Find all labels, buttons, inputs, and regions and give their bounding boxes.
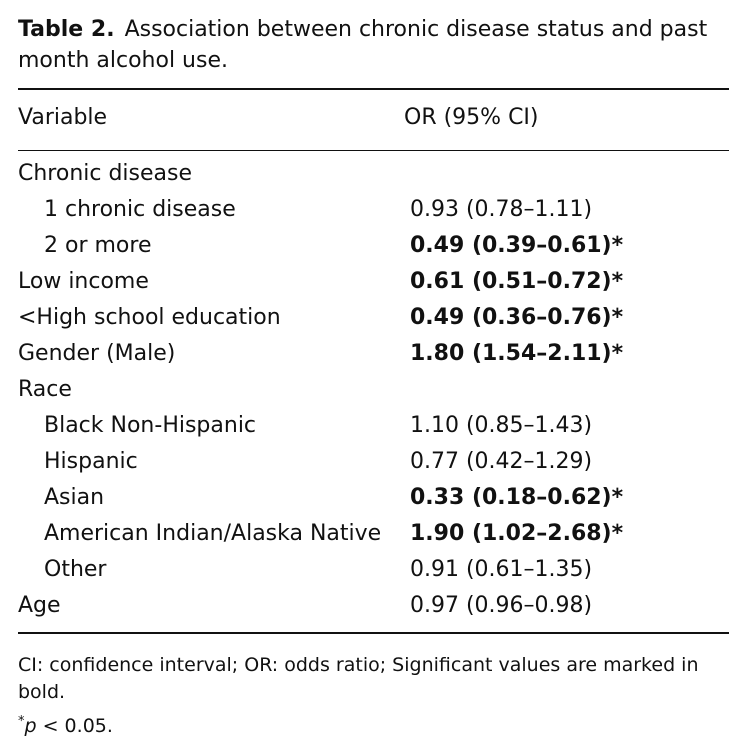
row-variable: 2 or more <box>44 233 152 258</box>
row-variable: Chronic disease <box>18 161 193 186</box>
header-or-ci: OR (95% CI) <box>404 105 539 130</box>
table-caption-text: Association between chronic disease stat… <box>18 17 708 73</box>
table-row: Other 0.91 (0.61–1.35) <box>0 552 746 588</box>
row-variable: 1 chronic disease <box>44 197 236 222</box>
table-caption: Table 2. Association between chronic dise… <box>18 14 730 76</box>
table-top-rule <box>18 88 729 90</box>
table-row: Gender (Male) 1.80 (1.54–2.11)* <box>0 336 746 372</box>
row-variable: Race <box>18 377 72 402</box>
table-row: Age 0.97 (0.96–0.98) <box>0 588 746 624</box>
table-row: 2 or more 0.49 (0.39–0.61)* <box>0 228 746 264</box>
table-row: American Indian/Alaska Native 1.90 (1.02… <box>0 516 746 552</box>
table-row: Asian 0.33 (0.18–0.62)* <box>0 480 746 516</box>
row-variable: <High school education <box>18 305 281 330</box>
footnote-p-symbol: p <box>24 715 37 737</box>
row-value: 0.49 (0.36–0.76)* <box>410 305 624 330</box>
row-variable: Black Non-Hispanic <box>44 413 257 438</box>
table-caption-label: Table 2. <box>18 17 115 42</box>
footnote-asterisk: * <box>18 714 25 729</box>
table-row: Chronic disease <box>0 156 746 192</box>
row-value: 0.61 (0.51–0.72)* <box>410 269 624 294</box>
row-value: 1.90 (1.02–2.68)* <box>410 521 624 546</box>
table-row: <High school education 0.49 (0.36–0.76)* <box>0 300 746 336</box>
row-variable: American Indian/Alaska Native <box>44 521 382 546</box>
row-value: 0.91 (0.61–1.35) <box>410 557 593 582</box>
row-value: 1.80 (1.54–2.11)* <box>410 341 624 366</box>
table-row: Hispanic 0.77 (0.42–1.29) <box>0 444 746 480</box>
row-variable: Other <box>44 557 107 582</box>
row-value: 0.77 (0.42–1.29) <box>410 449 593 474</box>
row-variable: Gender (Male) <box>18 341 176 366</box>
table-row: Low income 0.61 (0.51–0.72)* <box>0 264 746 300</box>
row-value: 0.93 (0.78–1.11) <box>410 197 593 222</box>
row-value: 0.33 (0.18–0.62)* <box>410 485 624 510</box>
row-value: 0.97 (0.96–0.98) <box>410 593 593 618</box>
row-variable: Hispanic <box>44 449 138 474</box>
row-variable: Low income <box>18 269 149 294</box>
table-row: Black Non-Hispanic 1.10 (0.85–1.43) <box>0 408 746 444</box>
table-row: 1 chronic disease 0.93 (0.78–1.11) <box>0 192 746 228</box>
row-value: 1.10 (0.85–1.43) <box>410 413 593 438</box>
table-row: Race <box>0 372 746 408</box>
footnote-threshold: < 0.05. <box>36 715 113 737</box>
footnote-significance: *p < 0.05. <box>18 708 730 740</box>
row-variable: Asian <box>44 485 105 510</box>
table-header-row: Variable OR (95% CI) <box>0 100 746 136</box>
row-value: 0.49 (0.39–0.61)* <box>410 233 624 258</box>
header-variable: Variable <box>18 105 108 130</box>
table-bottom-rule <box>18 632 729 634</box>
table-header-rule <box>18 150 729 151</box>
row-variable: Age <box>18 593 61 618</box>
footnote-abbreviations: CI: confidence interval; OR: odds ratio;… <box>18 654 699 703</box>
table-body: Chronic disease 1 chronic disease 0.93 (… <box>0 156 746 624</box>
